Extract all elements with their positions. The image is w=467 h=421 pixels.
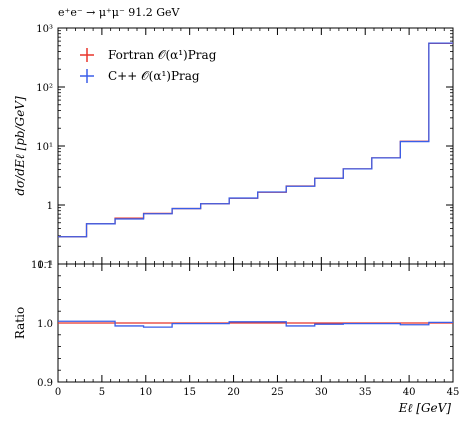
ratio-series-line (58, 320, 453, 328)
ratio-y-tick-label: 1.1 (37, 260, 53, 271)
legend: Fortran 𝒪(α¹)Prag C++ 𝒪(α¹)Prag (80, 48, 217, 83)
chart-title: e⁺e⁻ → μ⁺μ⁻ 91.2 GeV (58, 6, 181, 19)
x-tick-label: 10 (139, 387, 152, 398)
x-tick-label: 20 (227, 387, 240, 398)
main-y-tick-label: 10² (36, 83, 53, 94)
main-y-tick-label: 10³ (36, 24, 53, 35)
x-tick-label: 40 (403, 387, 416, 398)
main-y-tick-label: 10⁻¹ (31, 260, 53, 271)
x-axis-label: Eℓ [GeV] (398, 401, 452, 415)
x-tick-label: 15 (183, 387, 196, 398)
legend-entry-cpp: C++ 𝒪(α¹)Prag (80, 69, 200, 83)
ratio-y-tick-label: 1.0 (37, 319, 53, 330)
series-line-cpp (58, 42, 453, 238)
main-plot-frame (57, 27, 454, 265)
main-y-ticks: 10³ 10² 10¹ 1 10⁻¹ (31, 24, 453, 271)
x-tick-label: 35 (359, 387, 372, 398)
ratio-y-tick-label: 0.9 (37, 378, 53, 389)
ratio-panel: 1.1 1.0 0.9 Ratio (13, 260, 454, 389)
ratio-y-ticks: 1.1 1.0 0.9 (37, 260, 453, 389)
main-series (58, 42, 453, 238)
legend-entry-fortran: Fortran 𝒪(α¹)Prag (80, 48, 217, 62)
main-y-tick-label: 1 (47, 201, 53, 212)
x-tick-label: 30 (315, 387, 328, 398)
main-y-tick-label: 10¹ (36, 142, 53, 153)
x-ticks: 0 5 10 15 20 25 30 35 40 45 (55, 28, 460, 398)
main-panel: 10³ 10² 10¹ 1 10⁻¹ dσ/dEℓ [pb/GeV] Fortran 𝒪… (13, 24, 454, 271)
ratio-series (58, 320, 453, 328)
x-tick-label: 0 (55, 387, 61, 398)
x-tick-label: 25 (271, 387, 284, 398)
main-y-axis-label: dσ/dEℓ [pb/GeV] (13, 96, 27, 196)
x-tick-label: 5 (99, 387, 105, 398)
legend-label-cpp: C++ 𝒪(α¹)Prag (108, 69, 200, 83)
legend-label-fortran: Fortran 𝒪(α¹)Prag (108, 48, 217, 62)
x-tick-label: 45 (447, 387, 460, 398)
ratio-y-axis-label: Ratio (13, 307, 27, 339)
